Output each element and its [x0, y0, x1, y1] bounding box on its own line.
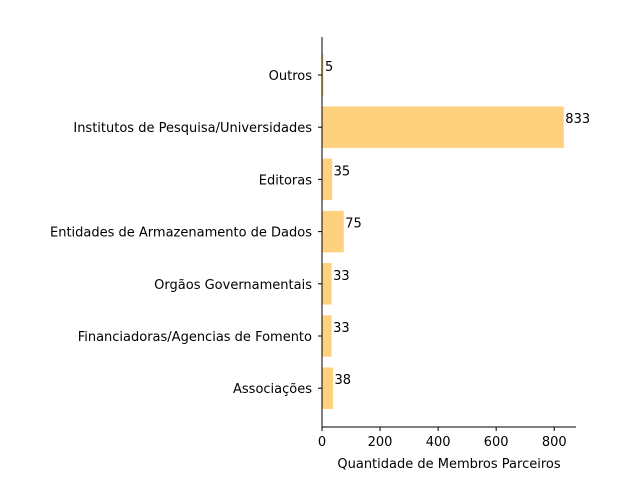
bars-group	[322, 54, 564, 409]
bar-1	[322, 106, 564, 148]
bar-3	[322, 210, 344, 253]
category-label-0: Outros	[269, 69, 313, 84]
category-label-6: Associações	[233, 382, 312, 397]
value-label-0: 5	[325, 60, 333, 75]
value-label-1: 833	[565, 112, 590, 127]
x-tick-label-1: 200	[368, 435, 393, 450]
value-label-4: 33	[333, 269, 350, 284]
category-label-1: Institutos de Pesquisa/Universidades	[73, 121, 312, 136]
value-label-3: 75	[345, 217, 362, 232]
x-ticks-group: 0 200 400 600 800	[318, 427, 567, 450]
value-label-2: 35	[334, 164, 351, 179]
x-tick-label-3: 600	[484, 435, 509, 450]
x-tick-label-4: 800	[542, 435, 567, 450]
category-labels-group: Outros Institutos de Pesquisa/Universidad…	[50, 69, 322, 397]
value-label-5: 33	[333, 321, 350, 336]
category-label-5: Financiadoras/Agencias de Fomento	[78, 330, 312, 345]
bar-4	[322, 263, 332, 305]
bar-0	[322, 54, 324, 96]
x-tick-label-0: 0	[318, 435, 326, 450]
category-label-3: Entidades de Armazenamento de Dados	[50, 226, 312, 241]
value-label-6: 38	[335, 373, 352, 388]
x-axis-title: Quantidade de Membros Parceiros	[337, 457, 560, 472]
x-tick-label-2: 400	[426, 435, 451, 450]
value-labels-group: 5 833 35 75 33 33 38	[325, 60, 590, 388]
bar-6	[322, 367, 334, 409]
bar-5	[322, 315, 332, 357]
bar-2	[322, 158, 333, 201]
category-label-4: Orgãos Governamentais	[154, 278, 312, 293]
category-label-2: Editoras	[259, 173, 312, 188]
